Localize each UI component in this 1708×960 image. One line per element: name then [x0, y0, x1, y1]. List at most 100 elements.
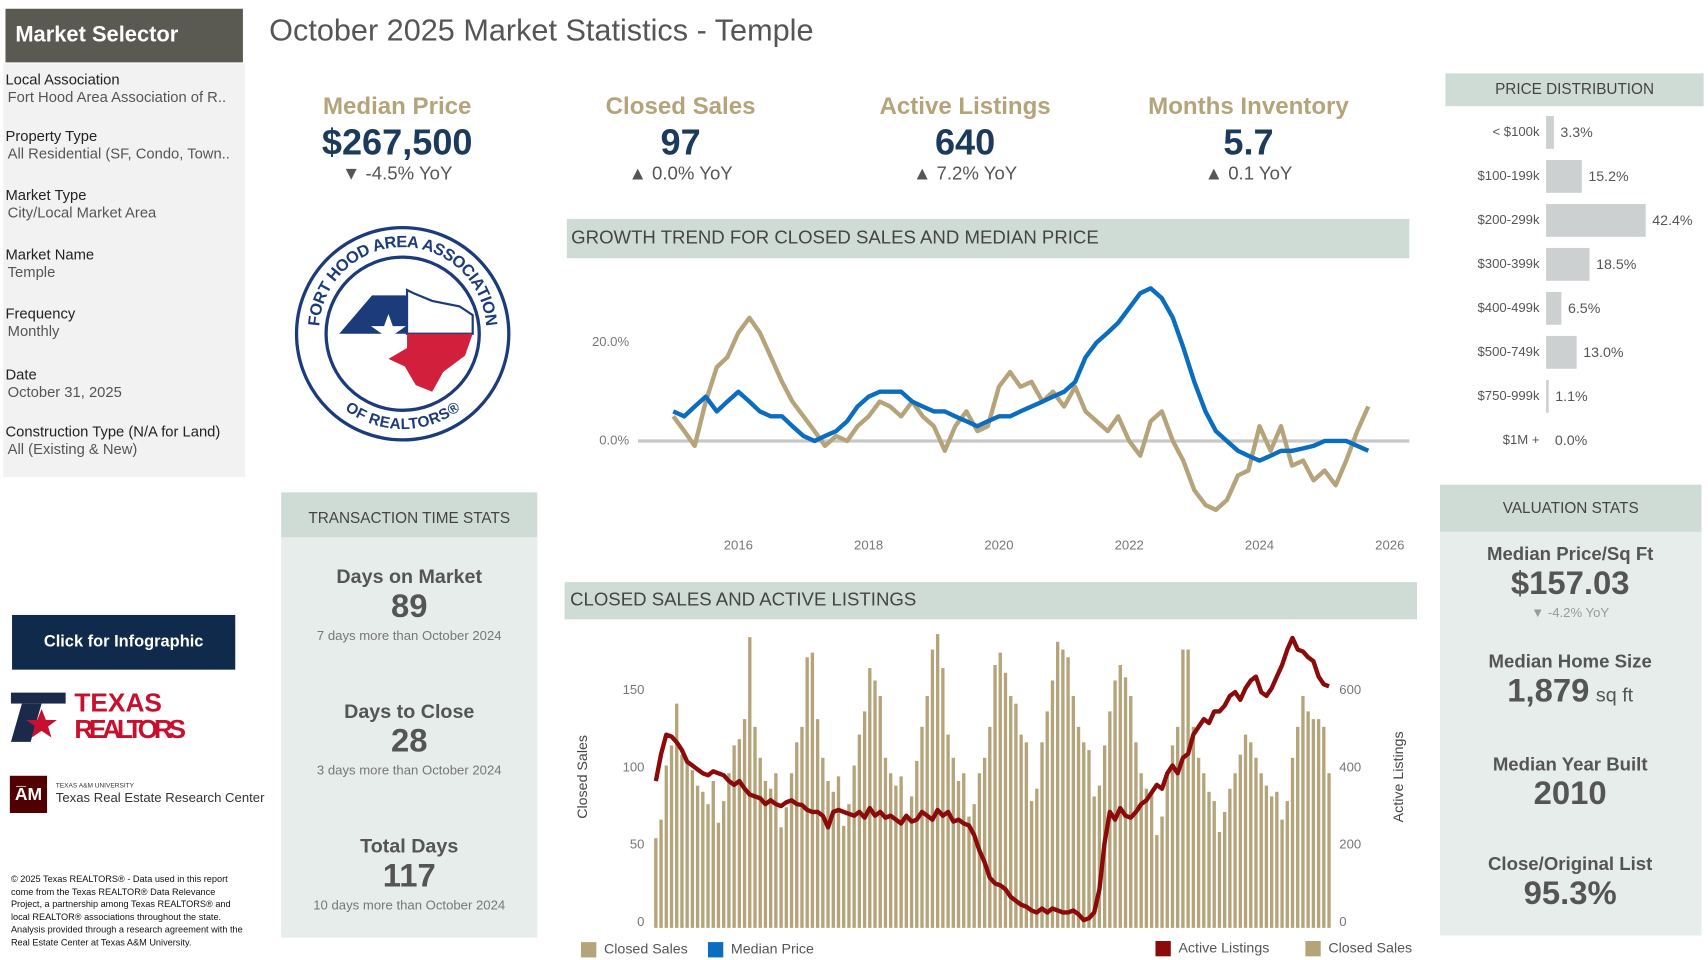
bar — [1019, 734, 1023, 928]
legend-label: Median Price — [731, 942, 814, 958]
bar — [1296, 726, 1300, 928]
infographic-button[interactable]: Click for Infographic — [12, 614, 236, 670]
bar — [1181, 649, 1185, 928]
page-title: October 2025 Market Statistics - Temple — [269, 13, 814, 48]
kpi-label: Months Inventory — [1148, 91, 1349, 120]
valuation-title: VALUATION STATS — [1439, 484, 1702, 532]
field-value: All Residential (SF, Condo, Town.. — [7, 145, 230, 162]
bar — [1176, 726, 1180, 928]
y-tick-label: 100 — [623, 759, 645, 774]
bar — [1186, 649, 1190, 928]
x-tick-label: 2020 — [984, 537, 1013, 552]
y2-tick-label: 200 — [1339, 837, 1361, 852]
bar — [852, 765, 856, 928]
bar — [883, 757, 888, 928]
bar — [899, 776, 903, 928]
chart-title-bar — [564, 582, 1417, 620]
bar — [1233, 773, 1237, 928]
logo-part — [26, 709, 57, 738]
y-axis-label: Closed Sales — [575, 735, 591, 819]
category-label: $400-499k — [1478, 300, 1540, 315]
bar — [1118, 665, 1122, 928]
category-label: $1M + — [1503, 432, 1540, 447]
bar — [1061, 649, 1065, 928]
stat-value: 1,879 — [1507, 672, 1590, 710]
bar — [695, 785, 700, 928]
bar — [1301, 695, 1305, 928]
bar — [847, 804, 851, 928]
bar — [972, 804, 976, 928]
bar — [993, 665, 997, 928]
bar — [1202, 773, 1206, 928]
bar — [1149, 791, 1154, 928]
value-label: 18.5% — [1596, 257, 1637, 273]
bar — [1212, 801, 1216, 928]
bar — [925, 695, 929, 928]
value-label: 0.0% — [1555, 433, 1588, 449]
bar — [1546, 247, 1590, 281]
texas-shape — [388, 333, 473, 392]
bar — [1050, 680, 1055, 928]
bar — [1097, 785, 1102, 928]
sidebar-title: Market Selector — [5, 8, 243, 63]
bar — [894, 785, 898, 928]
logo-mark: A̅M — [15, 784, 42, 804]
bar — [1316, 719, 1321, 928]
x-tick-label: 2026 — [1375, 537, 1404, 552]
field-label: Local Association — [5, 71, 120, 88]
stat-value: 89 — [390, 588, 428, 625]
bar — [727, 773, 731, 928]
sidebar-panel — [3, 63, 246, 478]
bar — [1207, 791, 1211, 928]
bar — [1134, 742, 1138, 928]
bar — [946, 734, 950, 928]
bar — [1029, 801, 1034, 928]
bar — [915, 760, 919, 928]
bar — [1217, 832, 1222, 928]
bar — [815, 719, 820, 928]
stat-note: 10 days more than October 2024 — [313, 897, 506, 913]
bar — [1092, 796, 1096, 928]
bar — [962, 773, 966, 928]
bar — [1066, 657, 1070, 928]
y-tick-label: 0 — [637, 914, 644, 929]
bar — [935, 634, 940, 928]
stat-value: 2010 — [1533, 775, 1607, 812]
kpi-value: 97 — [660, 121, 701, 162]
bar — [1045, 711, 1049, 928]
bar — [774, 773, 778, 928]
kpi-value: 640 — [934, 121, 996, 162]
bar — [982, 757, 987, 928]
logo-part — [10, 692, 66, 704]
bar — [1024, 742, 1029, 928]
legend-swatch — [1305, 941, 1321, 957]
kpi-change: ▲ 7.2% YoY — [912, 163, 1018, 184]
bar — [669, 745, 674, 928]
field-value: All (Existing & New) — [7, 440, 138, 458]
category-label: $500-749k — [1478, 344, 1540, 359]
bar — [706, 804, 710, 928]
y-tick-label: 50 — [630, 837, 645, 852]
chart-title: PRICE DISTRIBUTION — [1495, 81, 1654, 98]
bar — [1546, 291, 1562, 325]
kpi-change: ▼ -4.5% YoY — [341, 163, 453, 184]
stat-note: ▼ -4.2% YoY — [1531, 605, 1610, 621]
bar — [1285, 801, 1289, 928]
bar — [654, 838, 658, 928]
field-value: City/Local Market Area — [7, 204, 157, 222]
legend-swatch — [581, 942, 597, 958]
bar — [873, 680, 877, 928]
texas-realtors-logo: TEXAS REALTORS — [10, 688, 186, 744]
category-label: $750-999k — [1478, 388, 1540, 403]
kpi-value: $267,500 — [321, 121, 473, 162]
bar — [868, 668, 872, 928]
kpi-change: ▲ 0.0% YoY — [628, 163, 733, 184]
bar — [1087, 750, 1091, 928]
bar — [1170, 745, 1175, 928]
tamu-logo: A̅M TEXAS A&M UNIVERSITY Texas Real Esta… — [9, 775, 265, 813]
bar — [1071, 695, 1075, 928]
value-label: 42.4% — [1652, 213, 1693, 229]
bar — [1264, 785, 1269, 928]
bar — [821, 757, 825, 928]
